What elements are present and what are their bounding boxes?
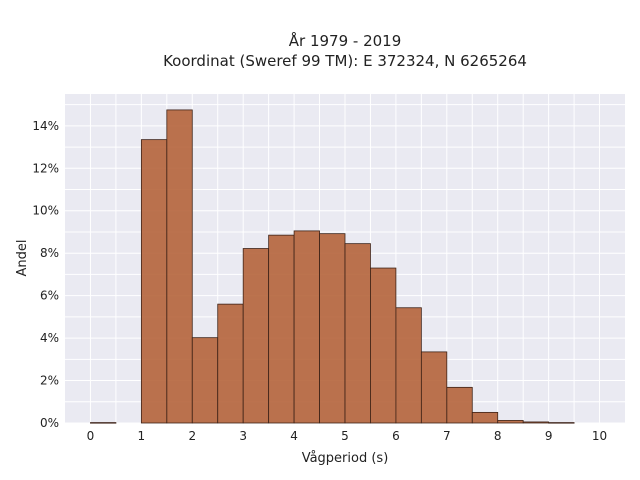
x-tick-label: 5 (341, 429, 349, 443)
histogram-bar (497, 420, 524, 424)
x-tick-label: 7 (443, 429, 451, 443)
chart-title-line-1: År 1979 - 2019 (289, 31, 402, 50)
histogram-bar (522, 421, 550, 424)
histogram-bar (395, 307, 422, 424)
y-axis-ticks: 0% 2% 4% 6% 8% 10% 12% 14% (32, 119, 59, 430)
histogram-bar (446, 386, 473, 424)
bars (90, 109, 575, 424)
x-tick-label: 8 (494, 429, 502, 443)
y-tick-label: 12% (32, 161, 59, 175)
histogram-bar (191, 337, 219, 424)
histogram-bar (471, 411, 499, 424)
x-tick-label: 6 (392, 429, 400, 443)
x-tick-label: 1 (138, 429, 146, 443)
histogram-bar (370, 267, 397, 424)
x-tick-label: 9 (545, 429, 553, 443)
y-tick-label: 0% (40, 416, 59, 430)
y-tick-label: 10% (32, 204, 59, 218)
histogram-bar (268, 234, 295, 424)
y-tick-label: 2% (40, 374, 59, 388)
x-tick-label: 2 (188, 429, 196, 443)
histogram-bar (140, 139, 168, 424)
y-tick-label: 4% (40, 331, 59, 345)
y-tick-label: 14% (32, 119, 59, 133)
x-tick-label: 10 (592, 429, 607, 443)
histogram-bar (319, 233, 346, 424)
chart-title-line-2: Koordinat (Sweref 99 TM): E 372324, N 62… (163, 52, 527, 70)
x-tick-label: 3 (239, 429, 247, 443)
x-tick-label: 4 (290, 429, 298, 443)
y-tick-label: 6% (40, 289, 59, 303)
histogram-bar (242, 248, 270, 424)
x-axis-label: Vågperiod (s) (302, 451, 389, 466)
histogram-bar (548, 422, 575, 424)
histogram-bar (420, 351, 448, 424)
histogram-bar (344, 243, 371, 424)
histogram-bar (293, 230, 320, 424)
y-axis-label: Andel (15, 240, 30, 277)
x-axis-ticks: 0 1 2 3 4 5 6 7 8 9 10 (87, 429, 608, 443)
histogram-bar (90, 422, 117, 424)
y-tick-label: 8% (40, 246, 59, 260)
histogram-bar (166, 109, 193, 424)
x-tick-label: 0 (87, 429, 95, 443)
histogram-bar (217, 303, 244, 424)
